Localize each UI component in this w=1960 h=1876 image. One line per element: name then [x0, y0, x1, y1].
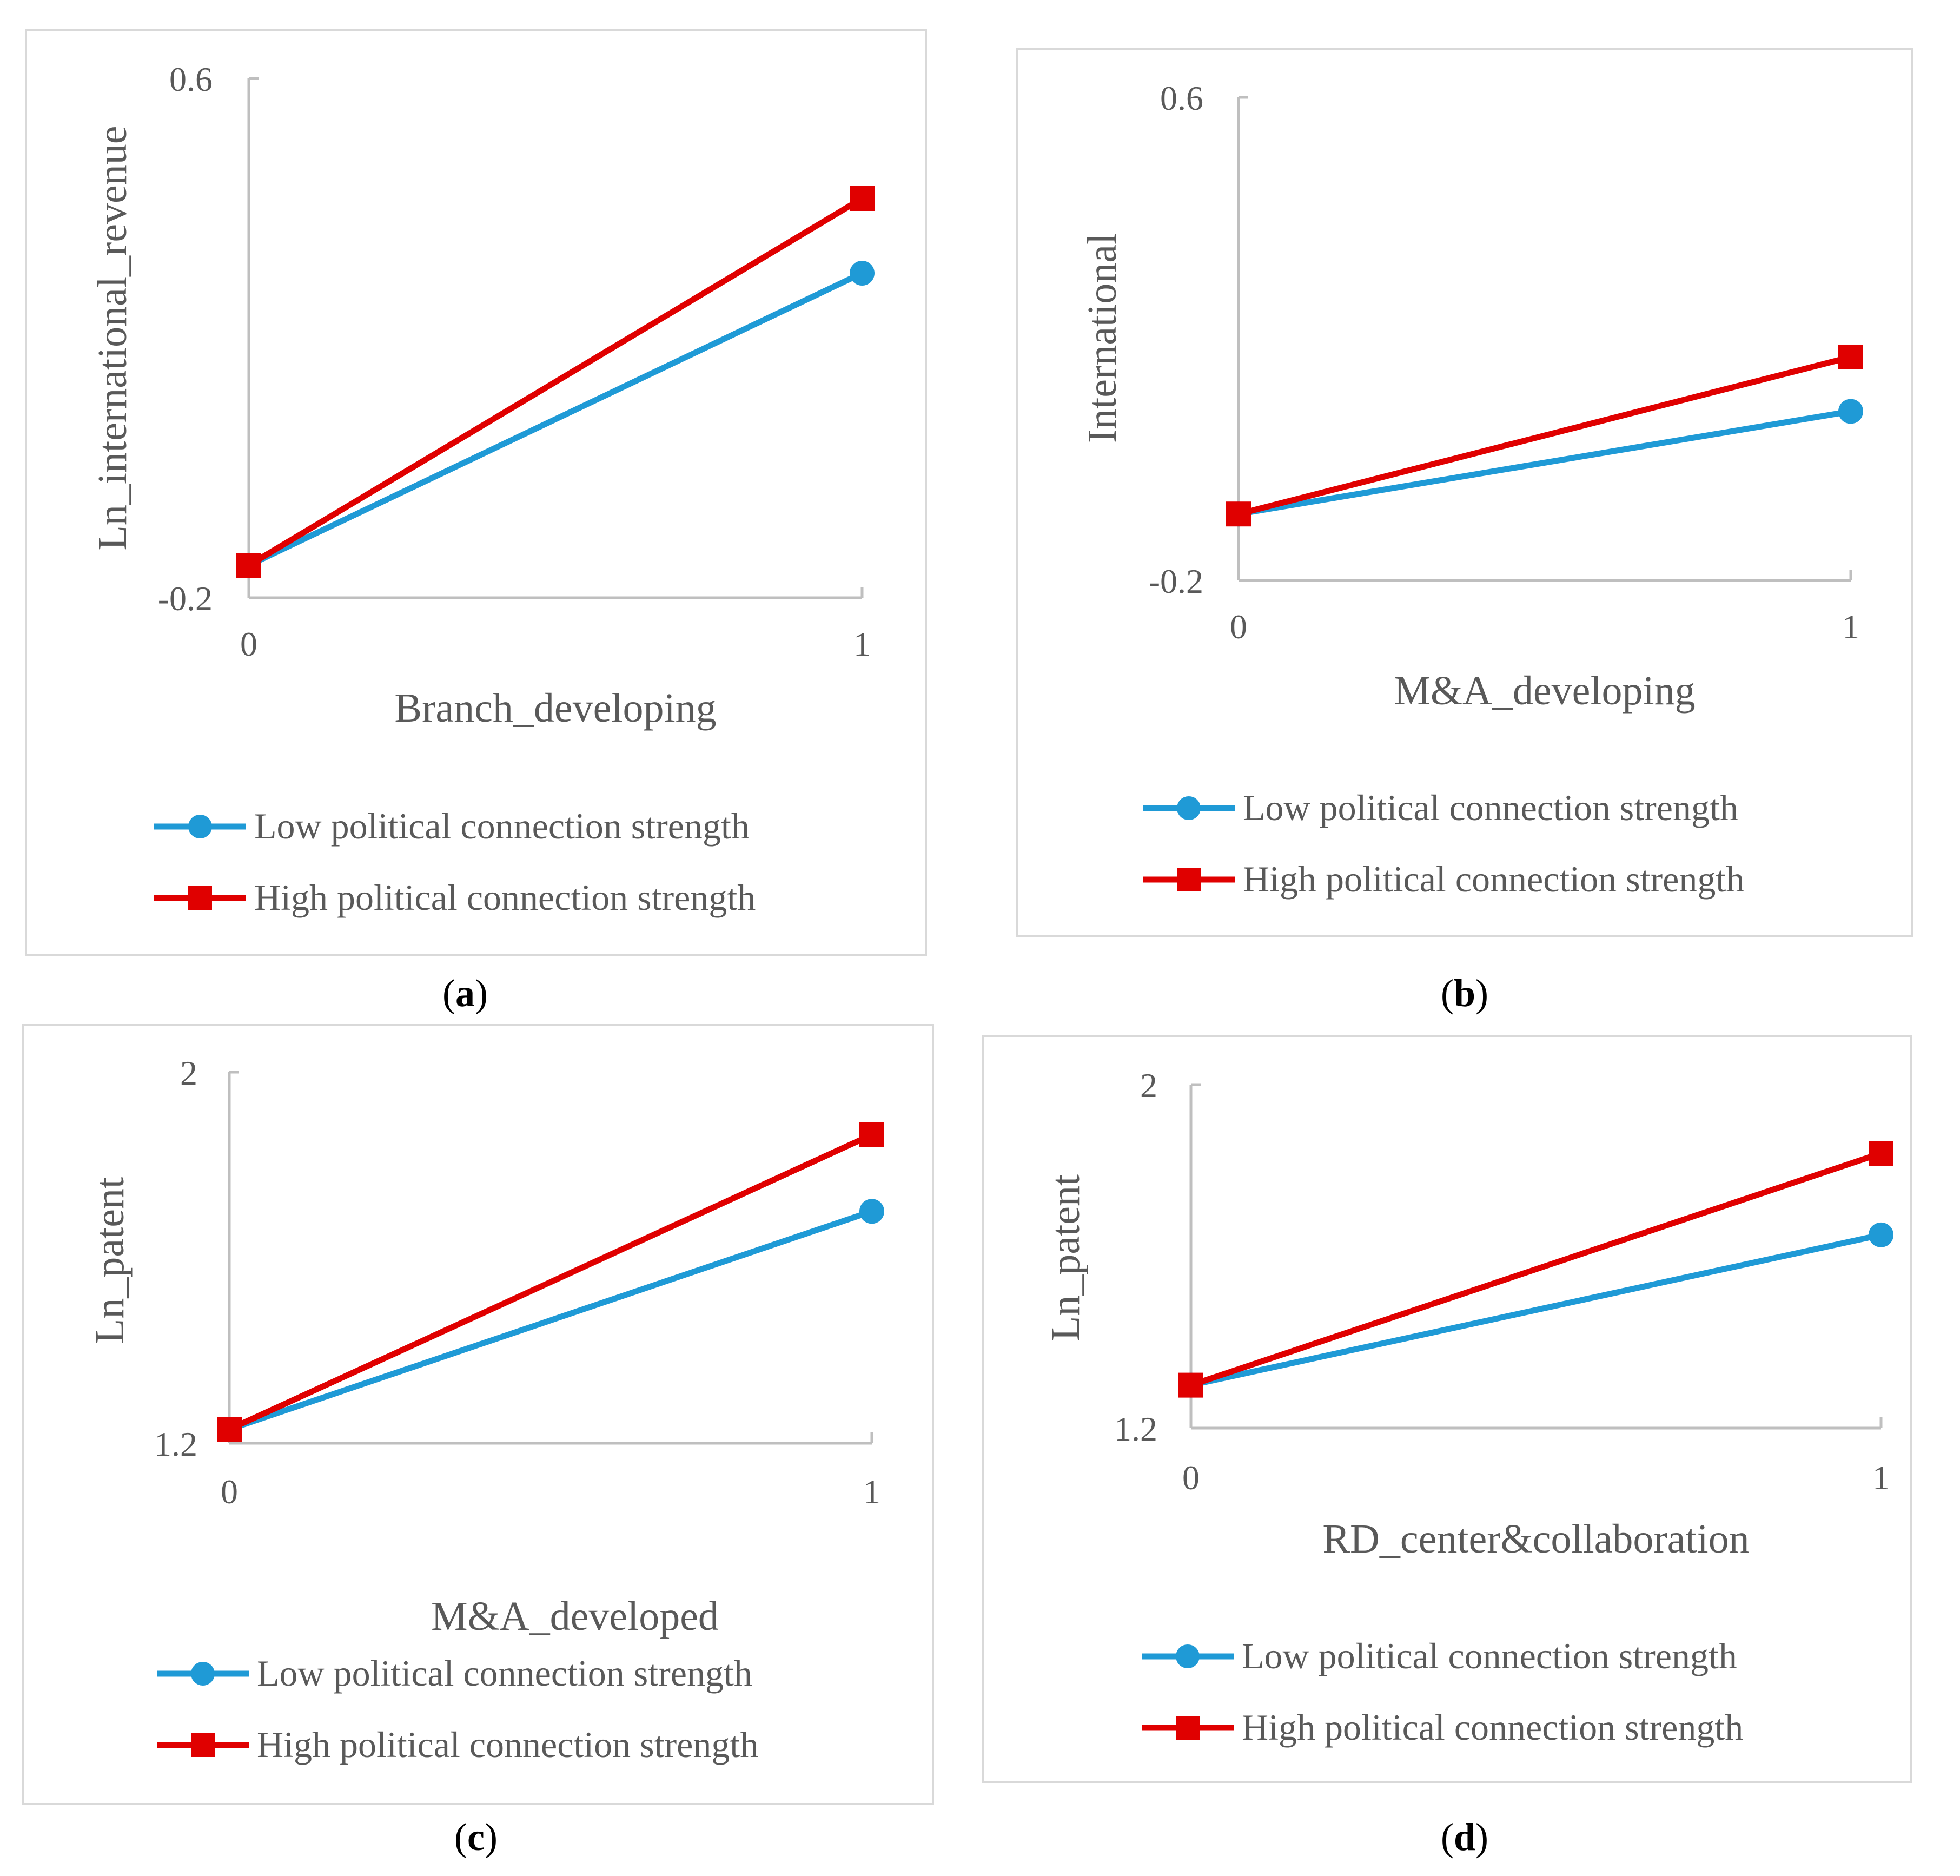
panel-c-legend-low-marker — [191, 1662, 215, 1686]
panel-a-ylabel: Ln_international_revenue — [90, 125, 135, 550]
panel-d: 2 1.2 0 1 Ln_patent RD_center&collaborat… — [982, 1035, 1912, 1783]
panel-c-plot — [217, 1122, 884, 1442]
panel-d-xtick-1: 1 — [1872, 1458, 1890, 1497]
panel-d-low-point-1 — [1869, 1222, 1893, 1247]
panel-d-legend-low-marker — [1176, 1644, 1200, 1668]
panel-d-high-point-0 — [1178, 1372, 1203, 1398]
panel-c-low-series-line — [228, 1208, 873, 1432]
panel-b-xtick-1: 1 — [1842, 607, 1859, 646]
panel-d-xlabel: RD_center&collaboration — [1322, 1516, 1749, 1562]
panel-a-legend-high-marker — [188, 886, 212, 910]
panel-d-legend-high-marker — [1176, 1716, 1200, 1740]
panel-b-legend-low-label: Low political connection strength — [1243, 787, 1738, 828]
panel-b-ytick-top: 0.6 — [1160, 79, 1203, 117]
panel-d-legend: Low political connection strength High p… — [1142, 1635, 1743, 1748]
panel-a-ytick-bottom: -0.2 — [158, 579, 213, 618]
panel-b-xtick-0: 0 — [1230, 607, 1247, 646]
panel-b: 0.6 -0.2 0 1 International M&A_developin… — [1016, 48, 1913, 937]
panel-a-high-series-line — [247, 196, 864, 568]
panel-d-caption: (d) — [1440, 1815, 1488, 1859]
panel-d-legend-high-label: High political connection strength — [1242, 1707, 1743, 1748]
panel-d-ytick-bottom: 1.2 — [1114, 1410, 1157, 1448]
panel-c-legend: Low political connection strength High p… — [157, 1653, 758, 1765]
panel-c-high-point-1 — [859, 1122, 884, 1147]
panel-d-ytick-top: 2 — [1140, 1066, 1157, 1105]
panel-d-caption-letter: d — [1453, 1815, 1476, 1859]
panel-d-legend-low-label: Low political connection strength — [1242, 1635, 1737, 1676]
panel-d-ylabel: Ln_patent — [1043, 1174, 1088, 1341]
panel-a-legend-high-label: High political connection strength — [254, 877, 756, 918]
panel-d-high-point-1 — [1869, 1141, 1893, 1166]
panel-a-caption: (a) — [442, 972, 488, 1015]
panel-d-frame — [982, 1035, 1912, 1783]
panel-a-low-series-line — [247, 270, 864, 568]
panel-c-high-series-line — [228, 1132, 873, 1432]
panel-c-legend-low-label: Low political connection strength — [257, 1653, 752, 1694]
panel-b-caption: (b) — [1440, 972, 1488, 1015]
panel-b-low-series-line — [1238, 408, 1851, 517]
panel-c-ytick-bottom: 1.2 — [154, 1425, 197, 1463]
panel-a-legend-low-label: Low political connection strength — [254, 805, 750, 847]
panel-a-low-point-1 — [850, 261, 875, 286]
panel-b-legend-low-marker — [1177, 796, 1201, 820]
panel-c-legend-high-marker — [191, 1733, 215, 1757]
panel-b-xlabel: M&A_developing — [1394, 668, 1695, 714]
panel-c-high-point-0 — [217, 1417, 242, 1442]
panel-b-ytick-bottom: -0.2 — [1149, 562, 1203, 600]
panel-c-ytick-top: 2 — [180, 1054, 197, 1092]
panel-a-xlabel: Branch_developing — [394, 685, 716, 731]
panel-a-legend: Low political connection strength High p… — [154, 805, 756, 918]
panel-a-high-point-0 — [236, 553, 261, 578]
panel-c-xtick-0: 0 — [221, 1472, 238, 1511]
panel-c-low-point-1 — [859, 1199, 884, 1224]
panel-b-high-point-0 — [1226, 501, 1251, 527]
panel-b-high-point-1 — [1838, 344, 1863, 369]
panel-c: 2 1.2 0 1 Ln_patent M&A_developed Low po… — [22, 1024, 934, 1805]
panel-d-low-series-line — [1190, 1232, 1882, 1388]
panel-b-legend-high-label: High political connection strength — [1243, 858, 1744, 900]
panel-b-caption-letter: b — [1453, 972, 1476, 1015]
panel-b-low-point-1 — [1838, 399, 1863, 424]
panel-a-caption-letter: a — [455, 972, 475, 1015]
panel-a-frame — [25, 29, 927, 956]
panel-a-ytick-top: 0.6 — [169, 60, 213, 98]
panel-c-caption-letter: c — [467, 1815, 485, 1859]
panel-a-xtick-0: 0 — [240, 625, 257, 663]
panel-b-plot — [1226, 344, 1863, 527]
panel-c-xlabel: M&A_developed — [431, 1594, 719, 1639]
panel-b-high-series-line — [1237, 354, 1852, 517]
panel-b-ylabel: International — [1080, 233, 1125, 443]
panel-d-plot — [1178, 1141, 1893, 1398]
panel-d-xtick-0: 0 — [1182, 1458, 1200, 1497]
panel-b-legend: Low political connection strength High p… — [1143, 787, 1744, 900]
panel-b-legend-high-marker — [1177, 868, 1201, 891]
panel-c-legend-high-label: High political connection strength — [257, 1724, 758, 1765]
panel-a: 0.6 -0.2 0 1 Ln_international_revenue Br… — [25, 29, 927, 956]
panel-b-frame — [1016, 48, 1913, 937]
panel-a-legend-low-marker — [188, 815, 212, 838]
panel-a-xtick-1: 1 — [853, 625, 871, 663]
panel-c-ylabel: Ln_patent — [87, 1177, 133, 1344]
panel-d-high-series-line — [1190, 1150, 1882, 1388]
panel-c-xtick-1: 1 — [863, 1472, 880, 1511]
panel-a-high-point-1 — [850, 186, 875, 211]
panel-a-plot — [236, 186, 875, 578]
panel-c-caption: (c) — [454, 1815, 498, 1859]
